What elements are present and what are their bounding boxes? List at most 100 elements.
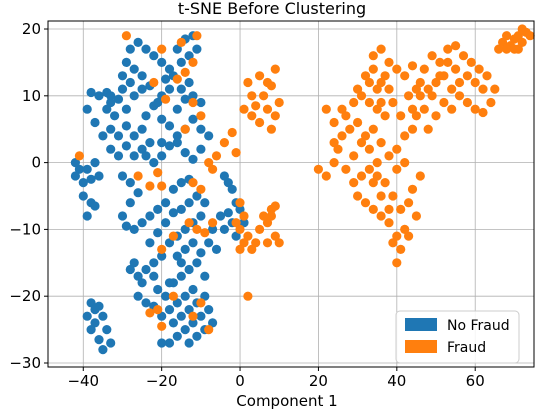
- data-point: [180, 244, 190, 254]
- data-point: [513, 44, 523, 54]
- data-point: [396, 204, 406, 214]
- data-point: [90, 201, 100, 211]
- data-point: [329, 138, 339, 148]
- data-point: [208, 318, 218, 328]
- y-tick-label: 0: [31, 154, 41, 172]
- data-point: [82, 311, 92, 321]
- data-point: [376, 211, 386, 221]
- data-point: [86, 174, 96, 184]
- data-point: [411, 211, 421, 221]
- data-point: [141, 264, 151, 275]
- data-point: [188, 57, 198, 67]
- data-point: [502, 44, 512, 54]
- data-point: [368, 124, 378, 134]
- data-point: [188, 91, 198, 101]
- data-point: [168, 231, 178, 241]
- data-point: [388, 97, 398, 108]
- data-point: [184, 338, 194, 348]
- data-point: [388, 191, 398, 201]
- data-point: [407, 184, 418, 194]
- data-point: [204, 305, 214, 315]
- data-point: [82, 164, 92, 174]
- legend-label-fraud: Fraud: [447, 340, 486, 356]
- data-point: [349, 178, 359, 188]
- data-point: [153, 305, 163, 315]
- x-tick-label: 40: [387, 372, 406, 390]
- data-point: [106, 338, 116, 348]
- data-point: [117, 211, 128, 221]
- data-point: [98, 345, 108, 355]
- data-point: [184, 198, 194, 208]
- data-point: [145, 138, 155, 148]
- data-point: [86, 325, 96, 335]
- data-point: [192, 331, 202, 341]
- data-point: [407, 124, 418, 134]
- data-point: [462, 97, 472, 108]
- data-point: [78, 191, 88, 201]
- data-point: [368, 204, 378, 214]
- data-point: [149, 158, 159, 168]
- data-point: [157, 138, 167, 148]
- data-point: [168, 184, 178, 194]
- data-point: [192, 191, 202, 201]
- data-point: [125, 77, 135, 88]
- data-point: [176, 84, 186, 94]
- data-point: [364, 164, 374, 174]
- data-point: [404, 231, 414, 241]
- data-point: [157, 151, 167, 161]
- data-point: [188, 318, 198, 328]
- data-point: [255, 117, 265, 128]
- data-point: [117, 71, 128, 81]
- data-point: [145, 308, 155, 318]
- data-point: [223, 208, 233, 218]
- data-point: [204, 158, 214, 168]
- data-point: [419, 64, 429, 74]
- legend-swatch-no-fraud: [405, 318, 437, 331]
- data-point: [259, 211, 269, 221]
- data-point: [219, 224, 229, 234]
- data-point: [396, 244, 406, 254]
- data-point: [200, 271, 210, 281]
- data-point: [137, 124, 147, 134]
- data-point: [419, 104, 429, 114]
- data-point: [392, 144, 402, 154]
- data-point: [227, 127, 237, 138]
- data-point: [125, 44, 135, 54]
- data-point: [423, 124, 433, 134]
- data-point: [200, 228, 210, 238]
- data-point: [141, 298, 151, 308]
- data-point: [129, 151, 139, 161]
- data-point: [121, 141, 131, 151]
- data-point: [392, 231, 402, 241]
- data-point: [364, 97, 374, 108]
- data-point: [470, 77, 480, 88]
- data-point: [168, 318, 178, 328]
- data-point: [239, 211, 249, 221]
- scatter-points: [70, 24, 535, 355]
- data-point: [188, 284, 198, 295]
- data-point: [180, 124, 190, 134]
- data-point: [204, 325, 214, 335]
- data-point: [106, 97, 116, 108]
- data-point: [176, 204, 186, 214]
- data-point: [204, 131, 214, 141]
- data-point: [82, 211, 92, 221]
- data-point: [270, 231, 280, 241]
- data-point: [90, 318, 100, 328]
- data-point: [149, 77, 159, 88]
- data-point: [164, 64, 175, 74]
- data-point: [164, 121, 175, 131]
- data-point: [372, 158, 382, 168]
- data-point: [137, 278, 147, 288]
- data-point: [168, 291, 178, 301]
- data-point: [129, 258, 139, 268]
- data-point: [498, 37, 508, 48]
- data-point: [110, 111, 120, 121]
- data-point: [106, 91, 116, 101]
- data-point: [157, 321, 167, 331]
- data-point: [262, 104, 273, 114]
- data-point: [176, 57, 186, 67]
- data-point: [200, 291, 210, 301]
- data-point: [443, 57, 453, 67]
- data-point: [172, 298, 182, 308]
